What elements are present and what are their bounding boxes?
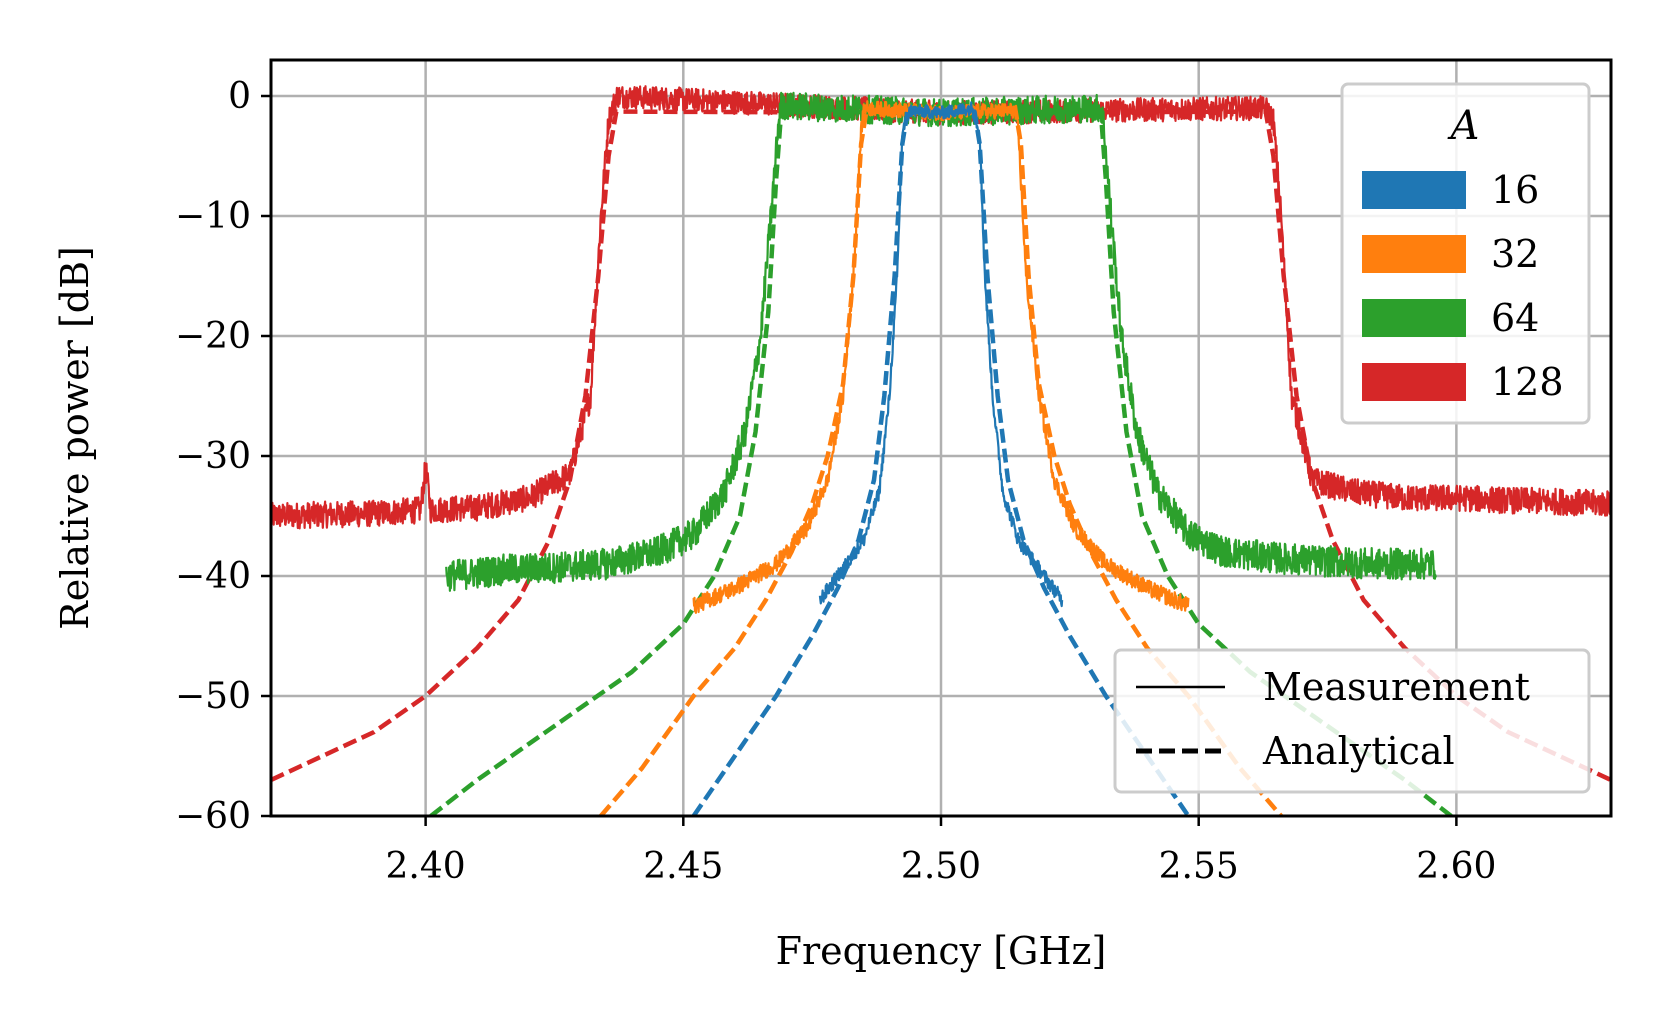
y-tick-label: −60 (175, 796, 251, 837)
y-tick-label: −10 (175, 196, 251, 237)
x-axis-label: Frequency [GHz] (776, 929, 1107, 973)
series-line-128-analytical (271, 109, 1611, 783)
legend-swatch-64 (1362, 299, 1466, 337)
y-tick-label: −20 (175, 316, 251, 357)
style-legend: Measurement Analytical (1113, 648, 1591, 794)
y-tick-label: 0 (228, 76, 251, 117)
y-tick-label: −50 (175, 676, 251, 717)
x-tick-label: 2.55 (1159, 846, 1239, 887)
legend-label-64: 64 (1491, 296, 1539, 340)
series-group (271, 85, 1611, 816)
style-legend-frame (1113, 648, 1591, 794)
x-tick-label: 2.40 (386, 846, 466, 887)
legend-label-128: 128 (1491, 360, 1564, 404)
legend-swatch-16 (1362, 171, 1466, 209)
x-tick-label: 2.45 (643, 846, 723, 887)
x-tick-label: 2.60 (1416, 846, 1496, 887)
color-legend-title: A (1447, 103, 1480, 149)
y-tick-label: −40 (175, 556, 251, 597)
legend-swatch-32 (1362, 235, 1466, 273)
legend-label-32: 32 (1491, 232, 1539, 276)
axis-ticks: 2.40 2.45 2.50 2.55 2.60 0 −10 −20 −30 −40 −50 −60 (175, 76, 1496, 887)
series-line-16-analytical (691, 109, 1191, 816)
x-tick-label: 2.50 (901, 846, 981, 887)
legend-analytical-label: Analytical (1262, 729, 1455, 773)
legend-swatch-128 (1362, 363, 1466, 401)
y-axis-label: Relative power [dB] (53, 246, 97, 630)
color-legend: A 16 32 64 128 (1340, 82, 1591, 425)
legend-measurement-label: Measurement (1263, 665, 1530, 709)
legend-label-16: 16 (1491, 168, 1539, 212)
y-tick-label: −30 (175, 436, 251, 477)
